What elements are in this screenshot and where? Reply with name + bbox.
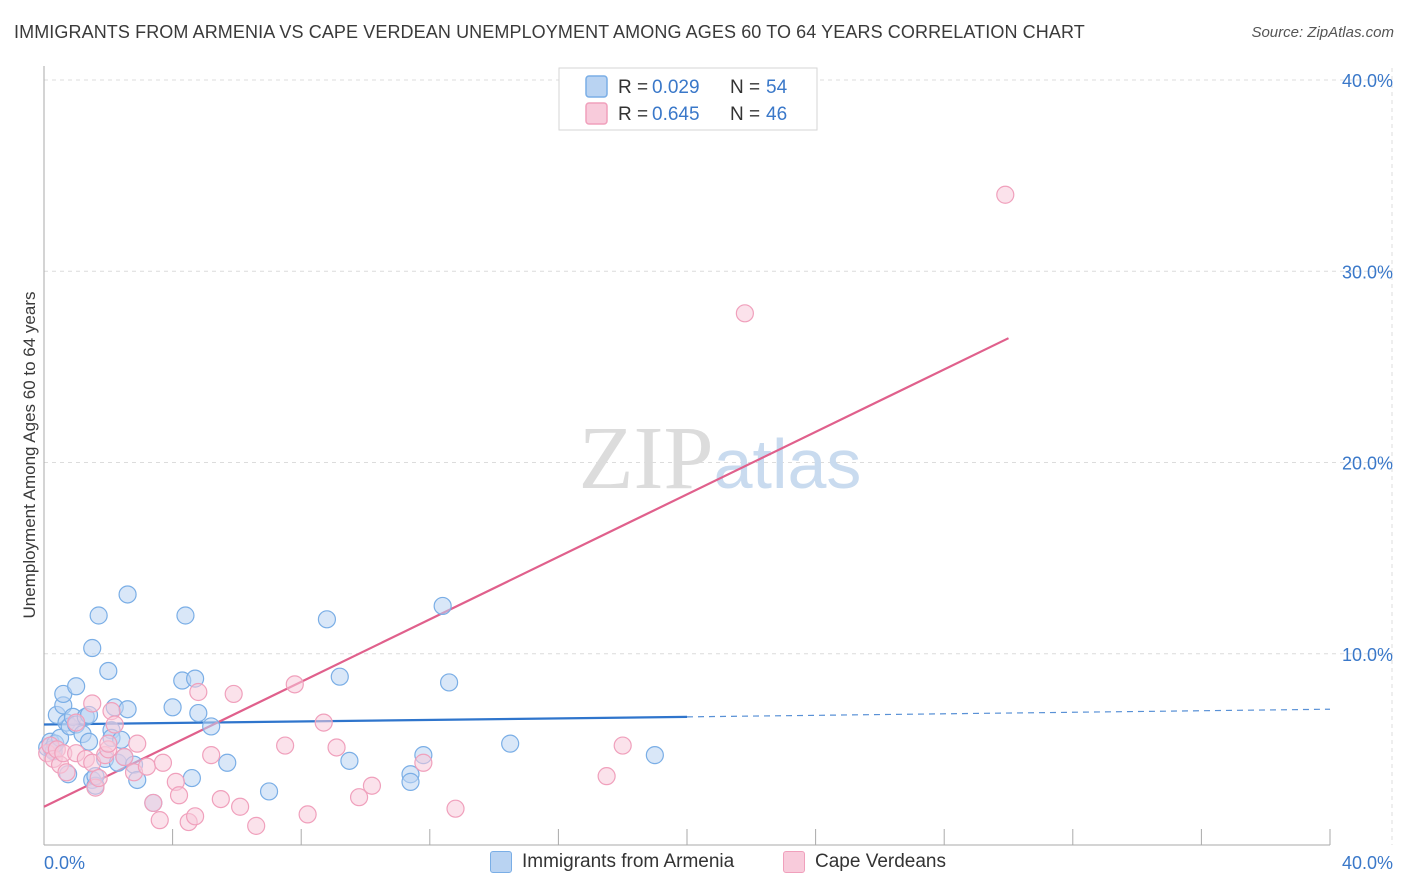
stats-n-label: N = (730, 104, 760, 125)
point-cape-verdeans (99, 734, 118, 753)
stats-n-label: N = (730, 77, 760, 98)
point-cape-verdeans (446, 799, 465, 818)
point-cape-verdeans (735, 304, 754, 323)
chart-title: IMMIGRANTS FROM ARMENIA VS CAPE VERDEAN … (14, 22, 1085, 42)
legend-swatch-cape-verdeans (783, 851, 805, 873)
point-armenia (259, 782, 279, 801)
point-cape-verdeans (128, 734, 147, 753)
data-points (38, 185, 1015, 835)
point-armenia (189, 703, 208, 723)
point-armenia (218, 753, 237, 772)
stats-legend-swatch (585, 75, 608, 98)
stats-r-label: R = (618, 77, 648, 98)
chart-source: Source: ZipAtlas.com (1251, 24, 1394, 41)
point-cape-verdeans (327, 738, 346, 757)
point-cape-verdeans (89, 768, 108, 788)
legend-label-cape-verdeans: Cape Verdeans (815, 851, 946, 872)
point-armenia (79, 732, 99, 751)
grid-lines (44, 68, 1393, 845)
y-tick-label: 30.0% (1342, 262, 1393, 282)
point-cape-verdeans (597, 767, 616, 786)
y-tick-label: 10.0% (1342, 645, 1393, 665)
point-cape-verdeans (67, 713, 86, 732)
point-armenia (182, 768, 201, 788)
stats-n-value: 46 (766, 104, 787, 125)
watermark: ZIPatlas (579, 409, 862, 508)
y-tick-labels: 10.0% 20.0% 30.0% 40.0% (1342, 71, 1393, 665)
point-armenia (83, 638, 102, 658)
point-cape-verdeans (57, 763, 76, 782)
point-cape-verdeans (231, 797, 250, 816)
point-cape-verdeans (105, 715, 124, 734)
trend-line-cape-verdeans (43, 337, 1009, 808)
x-tick-label-max: 40.0% (1342, 853, 1393, 873)
point-armenia (330, 667, 349, 686)
legend-swatch-armenia (490, 851, 512, 873)
point-cape-verdeans (276, 736, 295, 755)
point-cape-verdeans (314, 713, 333, 732)
point-armenia (163, 698, 182, 717)
y-tick-label: 20.0% (1342, 454, 1393, 474)
point-cape-verdeans (115, 747, 134, 767)
point-cape-verdeans (150, 811, 169, 830)
stats-legend: R = 0.029 N = 54 R = 0.645 N = 46 (558, 67, 818, 131)
series-legend: Immigrants from Armenia Cape Verdeans (0, 851, 1406, 879)
point-cape-verdeans (224, 684, 243, 704)
point-armenia (645, 746, 664, 765)
legend-label-armenia: Immigrants from Armenia (522, 851, 735, 872)
point-cape-verdeans (202, 746, 221, 765)
point-armenia (501, 734, 520, 753)
x-tick-labels: 0.0% 40.0% (44, 853, 1393, 873)
point-cape-verdeans (247, 816, 266, 835)
x-tick-label-min: 0.0% (44, 853, 85, 873)
point-armenia (433, 596, 452, 616)
point-armenia (317, 610, 337, 629)
point-armenia (340, 751, 359, 770)
point-cape-verdeans (144, 793, 163, 813)
point-armenia (67, 677, 86, 696)
axes (43, 66, 1331, 846)
point-armenia (202, 717, 221, 736)
trend-line-armenia (43, 715, 688, 726)
point-cape-verdeans (285, 675, 304, 694)
point-armenia (176, 606, 195, 625)
point-cape-verdeans (613, 736, 632, 755)
point-cape-verdeans (83, 694, 102, 713)
trend-line-armenia-extension (686, 708, 1331, 718)
stats-r-value: 0.029 (652, 77, 700, 98)
point-cape-verdeans (996, 185, 1015, 204)
point-cape-verdeans (298, 805, 317, 824)
point-armenia (118, 700, 137, 719)
stats-r-value: 0.645 (652, 104, 700, 125)
point-cape-verdeans (349, 788, 369, 807)
legend-item-armenia[interactable]: Immigrants from Armenia (490, 851, 734, 873)
point-cape-verdeans (211, 789, 230, 809)
point-cape-verdeans (189, 682, 208, 702)
y-tick-label: 40.0% (1342, 71, 1393, 91)
point-cape-verdeans (414, 753, 433, 772)
point-cape-verdeans (153, 753, 173, 772)
point-armenia (439, 673, 459, 692)
point-armenia (89, 606, 108, 625)
point-cape-verdeans (362, 776, 382, 795)
stats-r-label: R = (618, 104, 648, 125)
stats-n-value: 54 (766, 77, 788, 98)
point-armenia (99, 661, 118, 681)
stats-legend-swatch (585, 102, 608, 125)
point-cape-verdeans (169, 786, 189, 805)
point-armenia (401, 772, 420, 791)
point-cape-verdeans (186, 807, 205, 826)
legend-item-cape-verdeans[interactable]: Cape Verdeans (783, 851, 946, 873)
point-cape-verdeans (137, 757, 156, 776)
point-armenia (118, 585, 137, 604)
